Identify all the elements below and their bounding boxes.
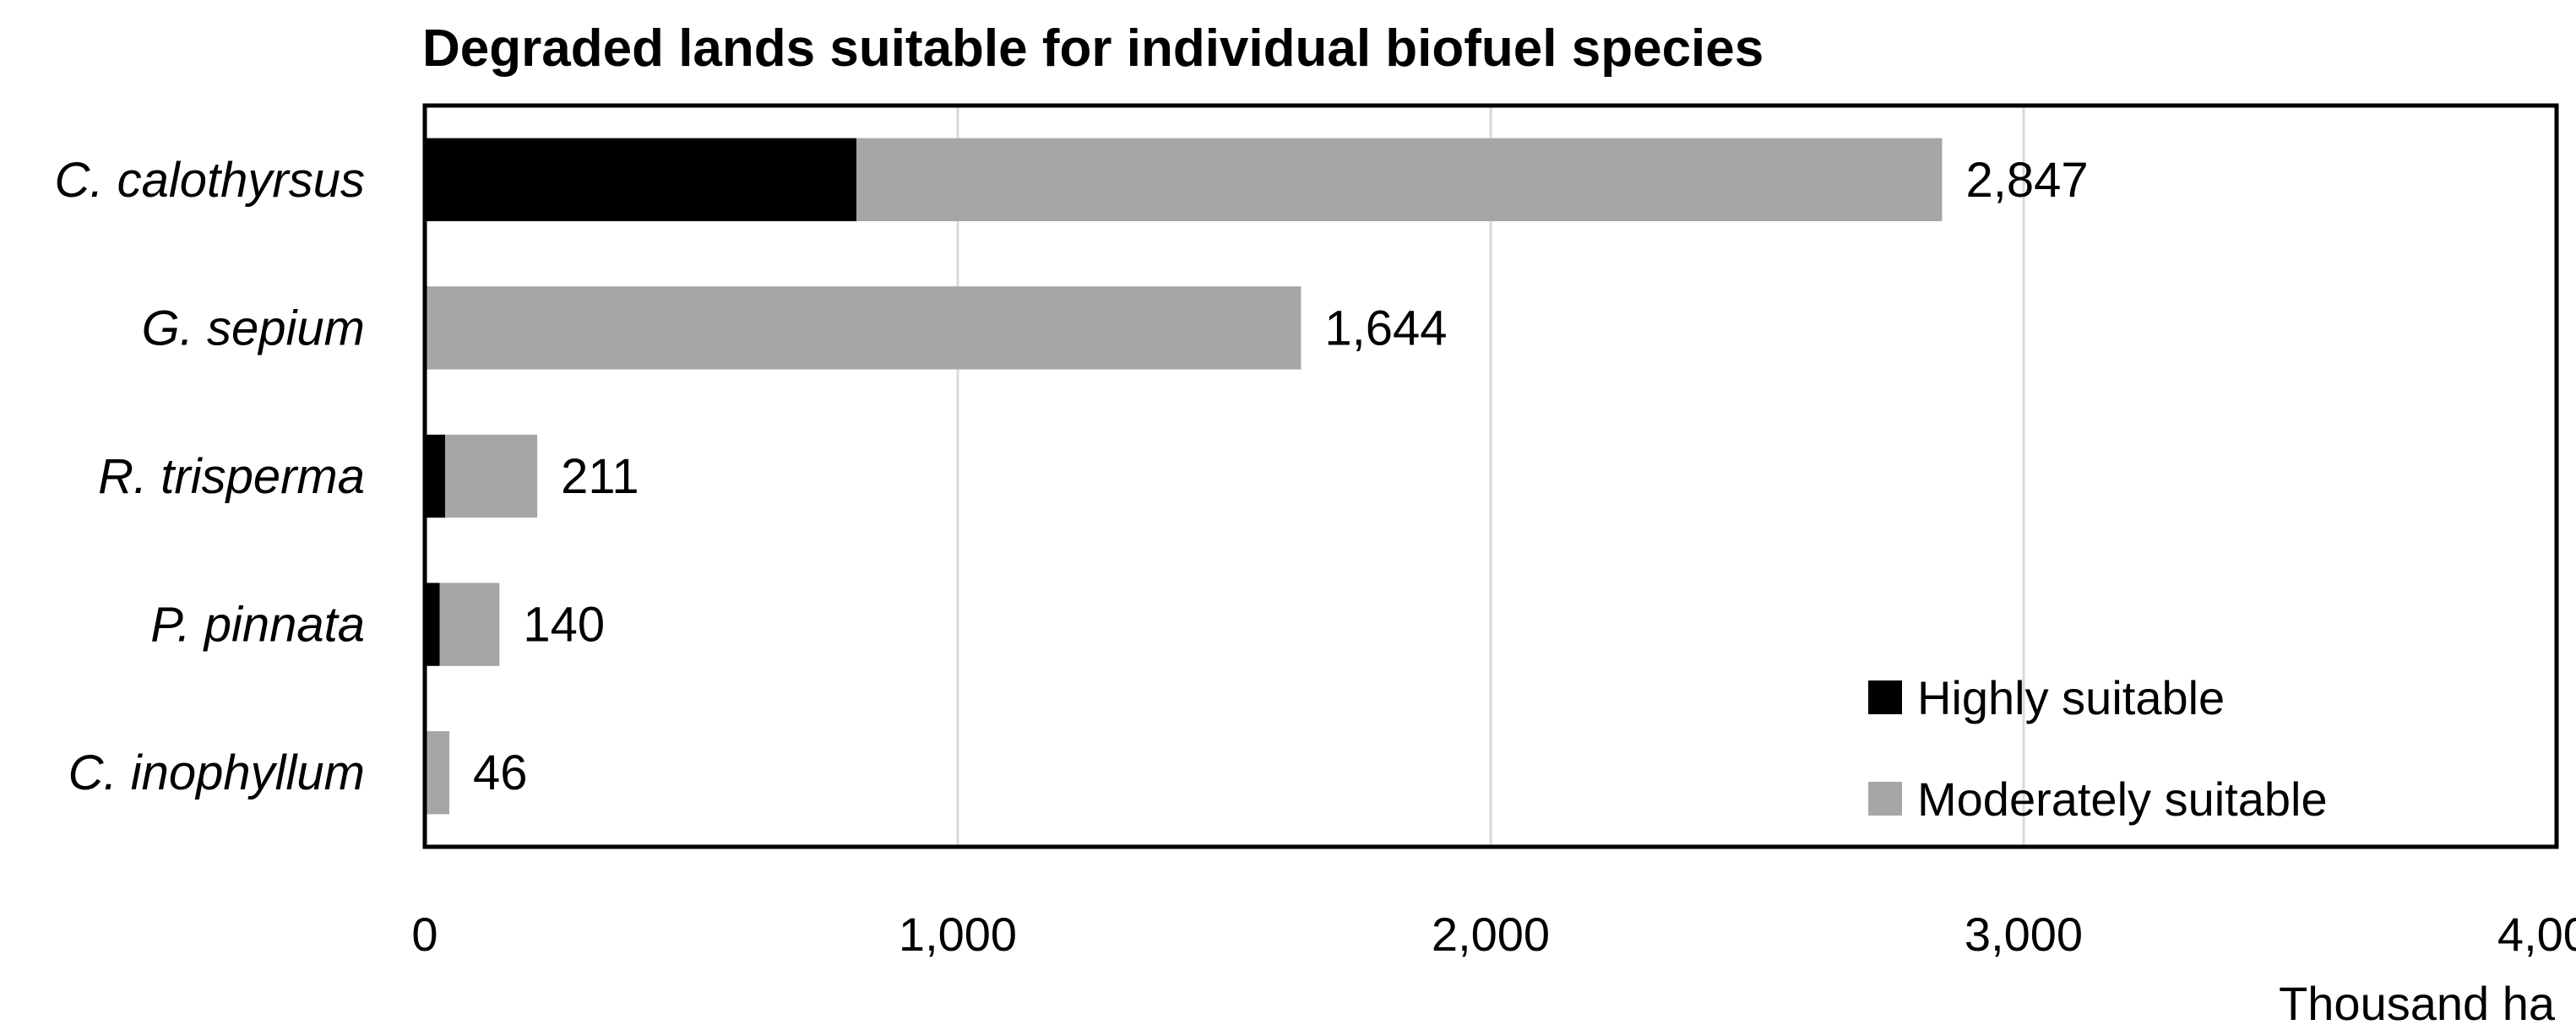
chart-title: Degraded lands suitable for individual b…: [422, 19, 1764, 78]
total-label: 211: [561, 449, 639, 504]
bar-highly-2: [425, 434, 445, 518]
legend-label-highly: Highly suitable: [1917, 671, 2225, 724]
category-label: P. pinnata: [150, 598, 365, 653]
total-label: 1,644: [1324, 301, 1447, 355]
bar-moderately-1: [425, 286, 1302, 370]
legend-swatch-moderately: [1868, 782, 1902, 816]
legend-swatch-highly: [1868, 680, 1902, 714]
x-axis-title: Thousand ha: [2279, 977, 2556, 1030]
category-label: C. calothyrsus: [55, 153, 365, 208]
bar-highly-3: [425, 583, 440, 666]
x-tick-label: 1,000: [899, 908, 1017, 961]
category-label: C. inophyllum: [68, 745, 365, 800]
bar-moderately-2: [444, 434, 538, 518]
x-tick-label: 2,000: [1432, 908, 1550, 961]
gridlines: [956, 106, 2025, 847]
bars: [425, 138, 1943, 815]
bar-moderately-4: [425, 731, 450, 815]
total-label: 46: [473, 745, 528, 800]
plot-frame: [422, 103, 2559, 849]
total-label: 2,847: [1965, 153, 2088, 208]
bar-moderately-3: [439, 583, 500, 666]
category-label: R. trisperma: [98, 449, 365, 504]
x-tick-label: 0: [411, 908, 437, 961]
legend: Highly suitable Moderately suitable: [1868, 671, 2328, 826]
legend-label-moderately: Moderately suitable: [1917, 772, 2328, 826]
x-tick-label: 4,000: [2497, 908, 2576, 961]
bar-moderately-0: [856, 138, 1943, 221]
labels: 0 1,000 2,000 3,000 4,000 C. calothyrsus 2,847…: [55, 153, 2576, 961]
x-tick-label: 3,000: [1965, 908, 2083, 961]
bar-highly-0: [425, 138, 857, 221]
total-label: 140: [523, 598, 605, 653]
category-label: G. sepium: [142, 301, 365, 355]
